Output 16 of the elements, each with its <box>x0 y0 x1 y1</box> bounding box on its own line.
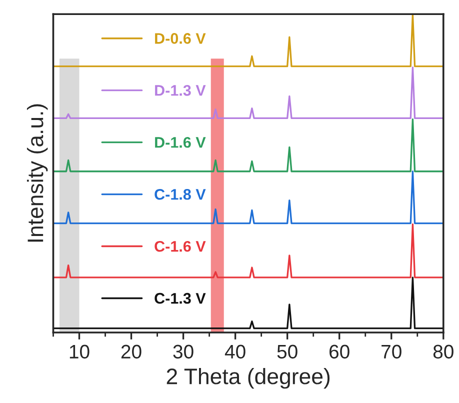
legend-label: D-0.6 V <box>155 33 206 44</box>
legend-label: C-1.6 V <box>154 240 206 252</box>
x-tick-label: 10 <box>70 344 90 359</box>
legend-label: C-1.3 V <box>154 292 206 304</box>
legend-label: D-1.6 V <box>155 136 206 148</box>
x-tick-label: 20 <box>121 344 142 359</box>
x-tick-label: 60 <box>330 344 350 359</box>
x-tick-label: 30 <box>173 344 194 359</box>
x-tick-label: 70 <box>382 344 402 359</box>
x-tick-label: 80 <box>433 344 454 359</box>
x-axis-title: 2 Theta (degree) <box>166 368 330 389</box>
y-axis-title: Intensity (a.u.) <box>26 104 48 242</box>
legend-label: D-1.3 V <box>155 85 206 96</box>
legend-label: C-1.8 V <box>154 188 206 200</box>
x-tick-label: 40 <box>224 344 246 359</box>
x-tick-label: 50 <box>277 344 298 359</box>
